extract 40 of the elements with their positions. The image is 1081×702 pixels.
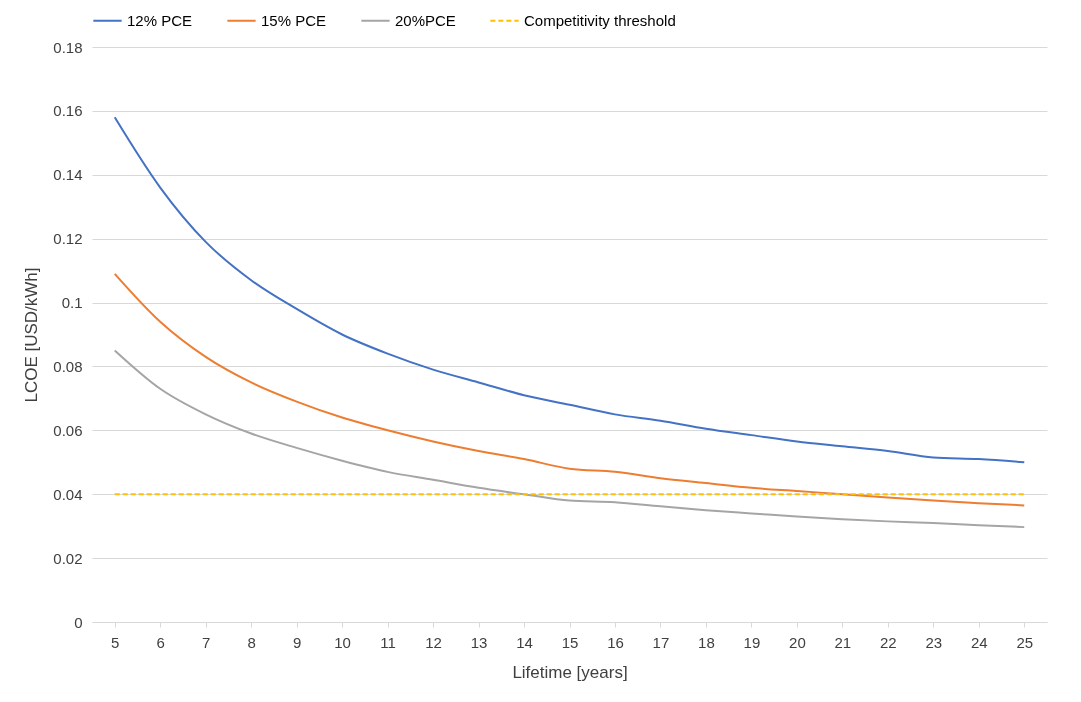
y-tick-label: 0.06 (53, 421, 83, 439)
x-tick-label: 10 (334, 633, 351, 651)
x-tick-label: 9 (292, 633, 302, 651)
y-tick-label: 0.18 (53, 38, 83, 56)
y-tick-label: 0.04 (53, 485, 83, 503)
legend-label: 15% PCE (261, 11, 327, 29)
x-tick-label: 17 (652, 633, 670, 651)
x-tick-label: 11 (380, 633, 396, 651)
y-tick-label: 0.08 (53, 357, 83, 375)
x-tick-label: 7 (202, 633, 211, 651)
line-series (113, 116, 1026, 464)
x-tick-label: 24 (970, 633, 988, 651)
x-tick-label: 22 (879, 633, 897, 651)
legend-label: Competitivity threshold (524, 11, 676, 29)
legend-label: 12% PCE (127, 11, 193, 29)
x-tick-label: 25 (1016, 633, 1034, 651)
legend-label: 20%PCE (395, 11, 456, 29)
y-tick-label: 0.12 (53, 230, 83, 248)
x-tick-label: 14 (516, 633, 533, 651)
x-tick-label: 19 (743, 633, 761, 651)
x-tick-label: 18 (698, 633, 715, 651)
x-tick-label: 16 (607, 633, 624, 651)
y-tick-label: 0.1 (61, 294, 83, 312)
y-tick-label: 0.16 (53, 102, 83, 120)
x-tick-label: 15 (561, 633, 579, 651)
x-tick-label: 23 (925, 633, 943, 651)
x-tick-label: 21 (834, 633, 852, 651)
y-tick-label: 0.02 (53, 549, 83, 567)
x-tick-label: 12 (425, 633, 442, 651)
x-tick-label: 8 (247, 633, 256, 651)
y-tick-label: 0.14 (53, 166, 83, 184)
y-tick-label: 0 (74, 613, 83, 631)
y-axis-title: LCOE [USD/kWh] (22, 267, 42, 403)
x-tick-label: 5 (111, 633, 120, 651)
x-axis-title: Lifetime [years] (512, 662, 628, 682)
x-tick-label: 20 (789, 633, 806, 651)
line-series (113, 272, 1026, 507)
x-tick-label: 6 (156, 633, 165, 651)
x-tick-label: 13 (470, 633, 488, 651)
line-series (113, 349, 1026, 529)
